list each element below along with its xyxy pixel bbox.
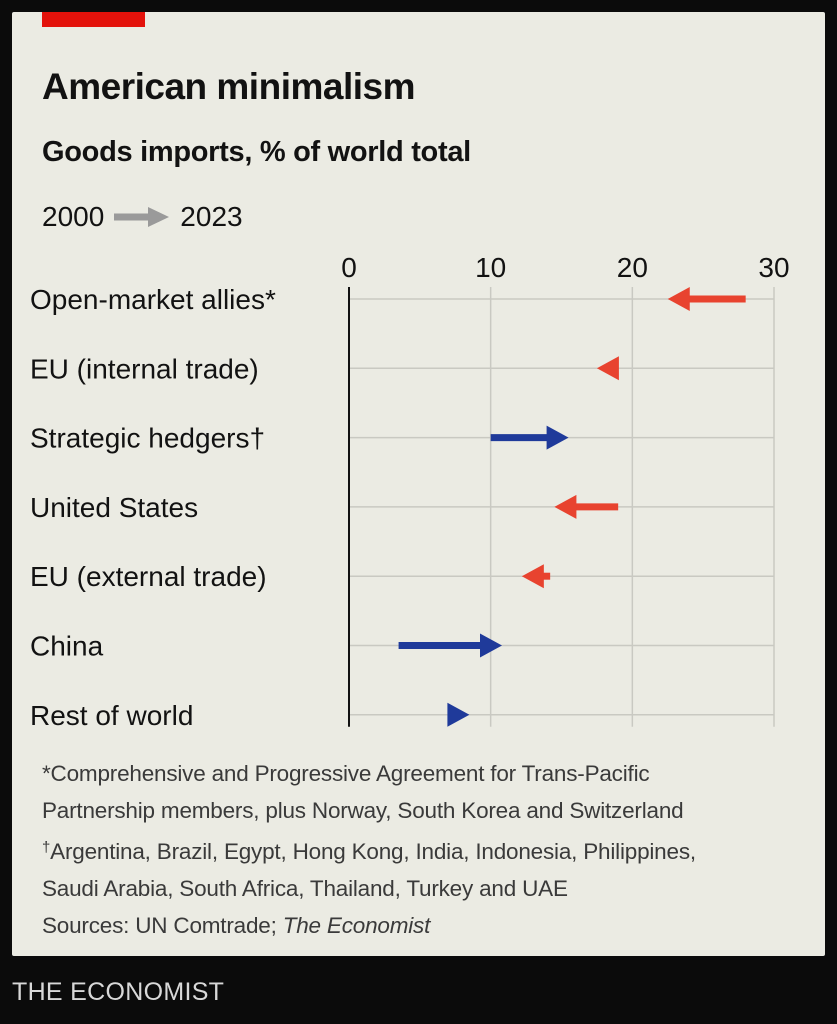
arrow-head-3 bbox=[554, 494, 577, 519]
footnote-star-line-2: Partnership members, plus Norway, South … bbox=[42, 798, 684, 823]
footnote-dagger-line-1: †Argentina, Brazil, Egypt, Hong Kong, In… bbox=[42, 829, 812, 870]
publisher-brand: THE ECONOMIST bbox=[12, 978, 225, 1006]
footnotes: *Comprehensive and Progressive Agreement… bbox=[42, 755, 812, 944]
sources-prefix: Sources: UN Comtrade; bbox=[42, 913, 283, 938]
footnote-dagger-text-1: Argentina, Brazil, Egypt, Hong Kong, Ind… bbox=[50, 839, 696, 864]
arrow-head-1 bbox=[596, 356, 619, 381]
arrow-chart: 0 10 20 30 Open-market allies* EU (internal t… bbox=[30, 252, 790, 731]
category-label-1: EU (internal trade) bbox=[30, 353, 259, 384]
x-tick-label-20: 20 bbox=[617, 252, 648, 283]
sources-line: Sources: UN Comtrade; The Economist bbox=[42, 907, 812, 944]
chart-card: American minimalism Goods imports, % of … bbox=[12, 12, 825, 956]
legend-from-year: 2000 bbox=[42, 201, 105, 232]
arrow-head-2 bbox=[546, 425, 569, 450]
category-label-6: Rest of world bbox=[30, 700, 193, 731]
chart-subtitle: Goods imports, % of world total bbox=[42, 136, 471, 168]
legend-to-year: 2023 bbox=[180, 201, 243, 232]
footnote-star-line-1: *Comprehensive and Progressive Agreement… bbox=[42, 761, 650, 786]
legend: 2000 2023 bbox=[42, 197, 243, 237]
chart-title: American minimalism bbox=[42, 66, 415, 107]
sources-italic: The Economist bbox=[282, 913, 431, 938]
category-label-5: China bbox=[30, 631, 104, 662]
category-label-3: United States bbox=[30, 492, 198, 523]
arrow-head-0 bbox=[667, 287, 690, 311]
x-tick-label-30: 30 bbox=[758, 252, 789, 283]
economist-red-tag bbox=[42, 12, 145, 27]
category-label-2: Strategic hedgers† bbox=[30, 423, 265, 454]
legend-arrow-icon bbox=[114, 207, 170, 227]
x-tick-label-0: 0 bbox=[341, 252, 357, 283]
category-label-0: Open-market allies* bbox=[30, 284, 276, 315]
category-label-4: EU (external trade) bbox=[30, 561, 267, 592]
dagger-mark: † bbox=[42, 839, 51, 856]
x-tick-label-10: 10 bbox=[475, 252, 506, 283]
arrow-head-4 bbox=[521, 564, 544, 589]
footnote-dagger-line-2: Saudi Arabia, South Africa, Thailand, Tu… bbox=[42, 876, 568, 901]
arrow-head-6 bbox=[447, 702, 470, 727]
arrow-head-5 bbox=[480, 633, 502, 658]
